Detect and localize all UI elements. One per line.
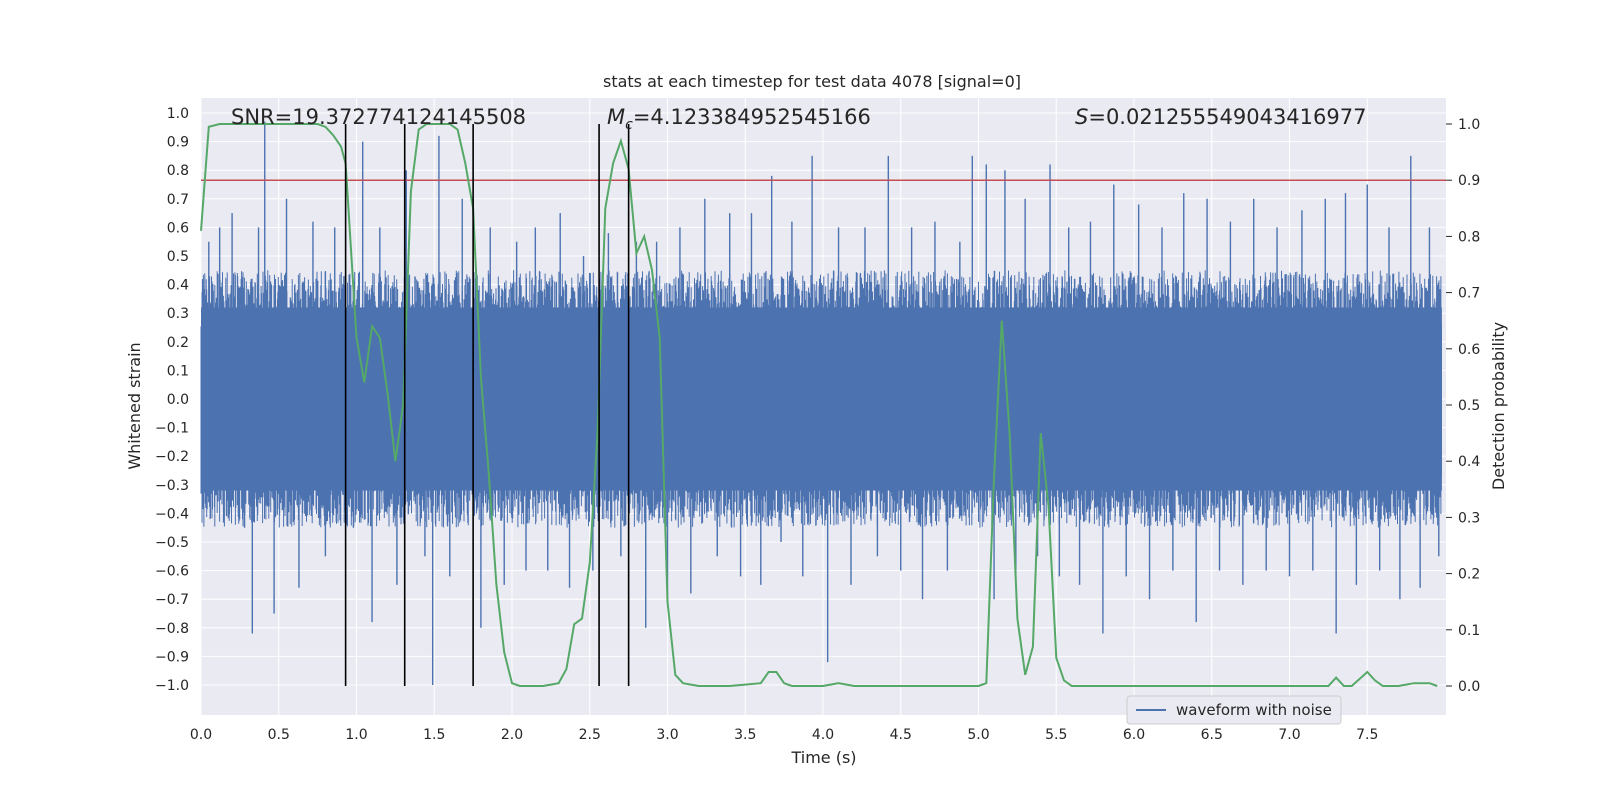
- marker-lines: [344, 124, 630, 686]
- waveform-core: [201, 307, 1442, 491]
- x-tick-label: 0.5: [268, 727, 290, 743]
- y-tick-label: 0.5: [167, 249, 189, 265]
- x-tick-label: 5.0: [967, 727, 989, 743]
- y-tick-label: −0.6: [155, 564, 189, 580]
- x-tick-label: 4.0: [812, 727, 834, 743]
- chirp-mass-value: =4.123384952545166: [633, 105, 871, 129]
- legend-box: [1126, 695, 1342, 725]
- y2-tick-label: 0.5: [1458, 398, 1480, 414]
- y-tick-label: 0.7: [167, 192, 189, 208]
- y-tick-label: −0.4: [155, 506, 189, 522]
- x-tick-label: 3.0: [656, 727, 678, 743]
- y2-axis-ticks: 1.0 0.9 0.8 0.7 0.6 0.5 0.4 0.3 0.2 0.1 0.0: [1446, 117, 1480, 695]
- y2-axis-label: Detection probability: [1489, 322, 1508, 490]
- y2-tick-label: 0.1: [1458, 623, 1480, 639]
- y2-tick-label: 0.3: [1458, 510, 1480, 526]
- y-tick-label: 0.4: [167, 278, 189, 294]
- s-annotation: S=0.021255549043416977: [1075, 105, 1366, 129]
- chirp-mass-subscript: c: [625, 117, 633, 133]
- x-tick-label: 3.5: [734, 727, 756, 743]
- y-tick-label: −0.5: [155, 535, 189, 551]
- y2-tick-label: 1.0: [1458, 117, 1480, 133]
- snr-annotation: SNR=19.372774124145508: [231, 105, 526, 129]
- chirp-mass-annotation: Mc=4.123384952545166: [607, 105, 871, 133]
- x-tick-label: 2.5: [579, 727, 601, 743]
- y-tick-label: −0.2: [155, 449, 189, 465]
- y-axis-label: Whitened strain: [125, 342, 144, 469]
- y-tick-label: 0.0: [167, 392, 189, 408]
- y2-tick-label: 0.0: [1458, 679, 1480, 695]
- y-tick-label: −0.3: [155, 478, 189, 494]
- x-axis-ticks: 0.0 0.5 1.0 1.5 2.0 2.5 3.0 3.5 4.0 4.5 5.0 5.5 6.0 6…: [190, 727, 1379, 743]
- y2-tick-label: 0.2: [1458, 567, 1480, 583]
- x-tick-label: 1.5: [423, 727, 445, 743]
- x-tick-label: 1.0: [345, 727, 367, 743]
- x-axis-label: Time (s): [790, 748, 856, 767]
- y2-tick-label: 0.7: [1458, 286, 1480, 302]
- y-tick-label: −0.7: [155, 592, 189, 608]
- x-tick-label: 0.0: [190, 727, 212, 743]
- y-tick-label: −0.9: [155, 649, 189, 665]
- y2-tick-label: 0.6: [1458, 342, 1480, 358]
- probability-line: [200, 123, 1438, 687]
- y-tick-label: 0.3: [167, 306, 189, 322]
- detection-probability-series: [200, 123, 1438, 687]
- y-tick-label: 1.0: [167, 106, 189, 122]
- s-value: =0.021255549043416977: [1088, 105, 1366, 129]
- y2-tick-label: 0.8: [1458, 229, 1480, 245]
- legend: waveform with noise: [1126, 695, 1342, 725]
- y-tick-label: −1.0: [155, 678, 189, 694]
- chart-title: stats at each timestep for test data 407…: [603, 72, 1021, 91]
- y-tick-label: 0.2: [167, 335, 189, 351]
- x-tick-label: 5.5: [1045, 727, 1067, 743]
- y-axis-ticks: 1.0 0.9 0.8 0.7 0.6 0.5 0.4 0.3 0.2 0.1 0.0 −0.1 −0.…: [155, 106, 189, 694]
- y2-tick-label: 0.4: [1458, 454, 1480, 470]
- chirp-mass-symbol: M: [607, 105, 625, 129]
- x-tick-label: 4.5: [890, 727, 912, 743]
- y-tick-label: −0.1: [155, 421, 189, 437]
- y2-tick-label: 0.9: [1458, 173, 1480, 189]
- x-tick-label: 6.5: [1201, 727, 1223, 743]
- y-tick-label: −0.8: [155, 621, 189, 637]
- x-tick-label: 7.5: [1356, 727, 1378, 743]
- y-tick-label: 0.9: [167, 135, 189, 151]
- y-tick-label: 0.6: [167, 220, 189, 236]
- x-tick-label: 2.0: [501, 727, 523, 743]
- y-tick-label: 0.1: [167, 363, 189, 379]
- legend-label: waveform with noise: [1176, 701, 1332, 719]
- waveform-series: [200, 121, 1446, 685]
- x-tick-label: 6.0: [1123, 727, 1145, 743]
- s-symbol: S: [1075, 105, 1088, 129]
- y-tick-label: 0.8: [167, 163, 189, 179]
- x-tick-label: 7.0: [1278, 727, 1300, 743]
